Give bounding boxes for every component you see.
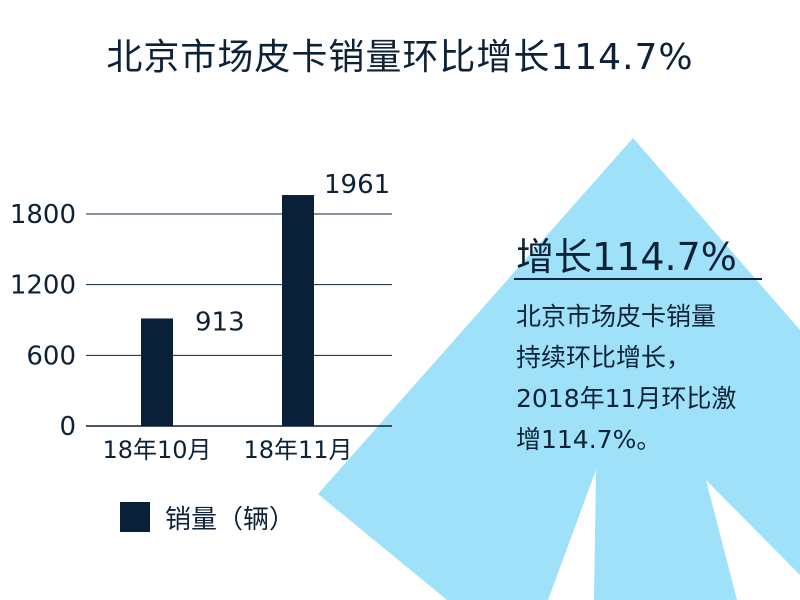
y-axis-ticks: 0 600 1200 1800: [10, 200, 76, 442]
callout-body: 北京市场皮卡销量 持续环比增长， 2018年11月环比激 增114.7%。: [516, 296, 786, 460]
legend-label: 销量（辆）: [165, 505, 295, 535]
bar: [141, 318, 173, 426]
legend: 销量（辆）: [120, 502, 295, 535]
data-labels: 913 1961: [195, 170, 390, 337]
arrow-shape: [318, 138, 800, 600]
x-axis-ticks: 18年10月 18年11月: [102, 436, 352, 464]
x-tick-label: 18年10月: [102, 436, 211, 464]
data-label: 913: [195, 307, 245, 337]
page-title: 北京市场皮卡销量环比增长114.7%: [106, 37, 694, 78]
callout-line: 持续环比增长，: [516, 343, 692, 372]
grid-lines: [86, 213, 392, 427]
y-tick-label: 0: [59, 412, 76, 442]
bar: [282, 195, 314, 426]
callout-line: 北京市场皮卡销量: [516, 302, 717, 331]
x-tick-label: 18年11月: [243, 436, 352, 464]
y-tick-label: 1200: [10, 271, 76, 301]
callout-divider: [514, 278, 762, 280]
legend-swatch: [120, 502, 150, 532]
bars: [141, 195, 314, 426]
data-label: 1961: [324, 170, 390, 200]
y-tick-label: 600: [26, 341, 76, 371]
y-tick-label: 1800: [10, 200, 76, 230]
callout-line: 2018年11月环比激: [516, 384, 737, 413]
callout-line: 增114.7%。: [516, 425, 662, 454]
callout-heading: 增长114.7%: [516, 235, 737, 279]
